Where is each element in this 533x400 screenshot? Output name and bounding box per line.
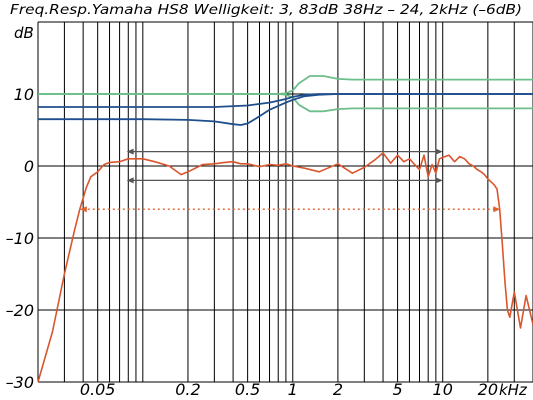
y-tick-label: 10 [14, 85, 34, 104]
x-axis-unit: kHz [499, 381, 528, 399]
x-tick-label: 0.5 [235, 380, 260, 399]
y-tick-labels: 10 0 –10 –20 –30 [6, 85, 34, 392]
x-tick-label: 20 [478, 380, 498, 399]
x-tick-label: 10 [433, 380, 453, 399]
y-tick-label: –10 [6, 229, 34, 248]
annotations [79, 148, 501, 213]
series [37, 75, 533, 383]
y-tick-label: –30 [6, 373, 34, 392]
chart-title: Freq.Resp.Yamaha HS8 Welligkeit: 3, 83dB… [10, 2, 522, 18]
x-tick-labels: 0.05 0.2 0.5 1 2 5 10 20 [80, 380, 498, 399]
arrow-head-right [435, 177, 443, 184]
arrow-head-left [126, 148, 134, 155]
y-tick-label: –20 [6, 301, 34, 320]
x-tick-label: 5 [392, 380, 402, 399]
arrow-head-left [126, 177, 134, 184]
arrow-head-left [79, 206, 87, 213]
x-tick-label: 0.05 [80, 380, 116, 399]
x-tick-label: 1 [288, 380, 298, 399]
series-line-2 [38, 93, 533, 113]
arrow-head-right [435, 148, 443, 155]
arrow-head-right [493, 206, 501, 213]
y-axis-label: dB [14, 24, 34, 42]
series-line-4 [38, 93, 533, 126]
grid [37, 21, 533, 383]
x-tick-label: 2 [333, 380, 343, 399]
y-tick-label: 0 [24, 157, 34, 176]
x-tick-label: 0.2 [175, 380, 200, 399]
series-line-0 [37, 152, 533, 383]
